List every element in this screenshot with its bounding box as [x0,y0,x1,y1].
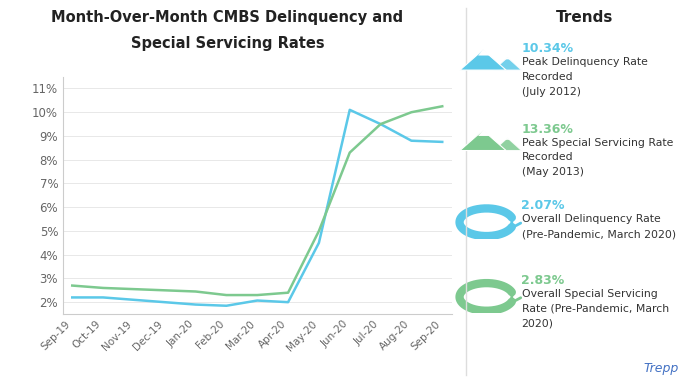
Text: Peak Delinquency Rate: Peak Delinquency Rate [522,57,648,67]
Text: Overall Special Servicing: Overall Special Servicing [522,289,657,299]
Text: Trends: Trends [556,10,613,25]
Text: 2.07%: 2.07% [522,199,565,212]
Text: 13.36%: 13.36% [522,123,573,136]
Text: Recorded: Recorded [522,72,573,82]
Text: Trepp: Trepp [644,362,679,375]
Text: (Pre-Pandemic, March 2020): (Pre-Pandemic, March 2020) [522,229,676,239]
Text: (July 2012): (July 2012) [522,87,580,97]
Text: Special Servicing Rates: Special Servicing Rates [131,36,324,51]
Text: Recorded: Recorded [522,152,573,162]
Text: Month-Over-Month CMBS Delinquency and: Month-Over-Month CMBS Delinquency and [51,10,404,25]
Text: 2020): 2020) [522,318,554,328]
Text: 10.34%: 10.34% [522,42,573,55]
Text: 2.83%: 2.83% [522,274,565,287]
Text: Peak Special Servicing Rate: Peak Special Servicing Rate [522,138,673,148]
Text: (May 2013): (May 2013) [522,167,584,177]
Text: Overall Delinquency Rate: Overall Delinquency Rate [522,214,660,224]
Text: Rate (Pre-Pandemic, March: Rate (Pre-Pandemic, March [522,304,668,314]
